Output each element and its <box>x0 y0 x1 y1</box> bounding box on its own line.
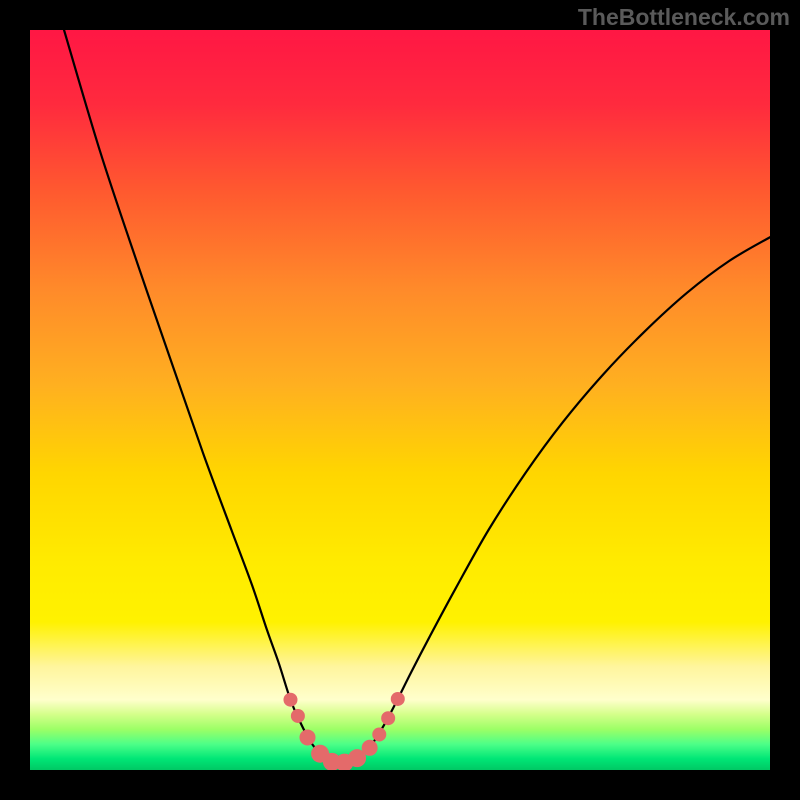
bottleneck-marker <box>362 740 378 756</box>
bottleneck-marker <box>391 692 405 706</box>
gradient-background <box>30 30 770 770</box>
bottleneck-marker <box>372 727 386 741</box>
bottleneck-marker <box>291 709 305 723</box>
chart-svg <box>30 30 770 770</box>
chart-outer-frame: TheBottleneck.com <box>0 0 800 800</box>
bottleneck-marker <box>381 711 395 725</box>
plot-area <box>30 30 770 770</box>
watermark-text: TheBottleneck.com <box>578 4 790 31</box>
bottleneck-marker <box>283 693 297 707</box>
bottleneck-marker <box>300 729 316 745</box>
